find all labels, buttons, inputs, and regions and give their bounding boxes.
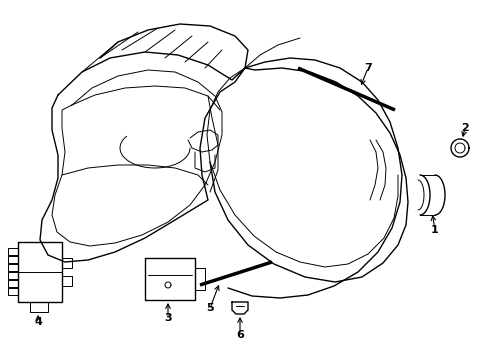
Text: 5: 5 [206,303,213,313]
Text: 1: 1 [430,225,438,235]
Text: 7: 7 [364,63,371,73]
Text: 3: 3 [164,313,171,323]
Text: 4: 4 [34,317,42,327]
Text: 6: 6 [236,330,244,340]
Text: 2: 2 [460,123,468,133]
